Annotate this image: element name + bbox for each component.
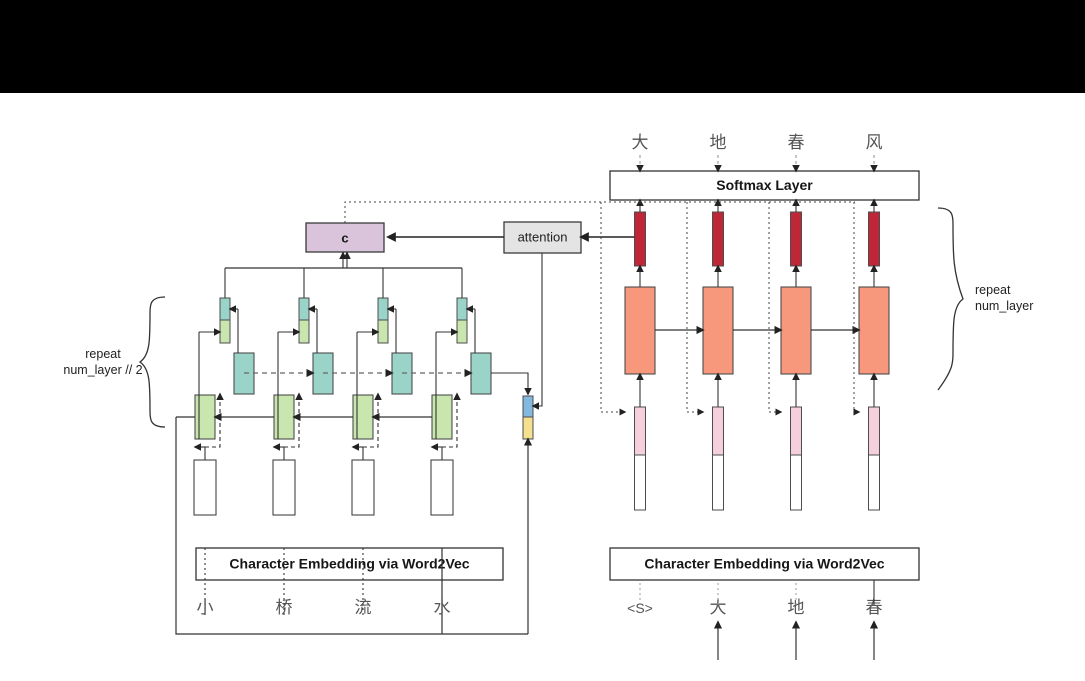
- svg-text:春: 春: [788, 133, 805, 152]
- svg-text:repeat: repeat: [975, 283, 1011, 297]
- svg-text:Softmax Layer: Softmax Layer: [716, 177, 813, 193]
- svg-text:地: 地: [710, 133, 727, 152]
- svg-text:风: 风: [866, 133, 883, 152]
- svg-text:流: 流: [355, 598, 372, 617]
- svg-text:num_layer // 2: num_layer // 2: [63, 363, 142, 377]
- svg-text:Character Embedding via Word2V: Character Embedding via Word2Vec: [229, 556, 469, 572]
- svg-text:大: 大: [710, 598, 727, 617]
- svg-text:地: 地: [788, 598, 805, 617]
- svg-text:<S>: <S>: [627, 600, 653, 616]
- svg-text:水: 水: [434, 598, 451, 617]
- svg-text:repeat: repeat: [85, 347, 121, 361]
- svg-text:桥: 桥: [276, 598, 293, 617]
- svg-text:num_layer: num_layer: [975, 299, 1033, 313]
- svg-text:小: 小: [197, 598, 214, 617]
- svg-text:c: c: [341, 231, 348, 246]
- svg-text:大: 大: [632, 133, 649, 152]
- svg-text:attention: attention: [518, 230, 568, 245]
- svg-text:Character Embedding via Word2V: Character Embedding via Word2Vec: [644, 556, 884, 572]
